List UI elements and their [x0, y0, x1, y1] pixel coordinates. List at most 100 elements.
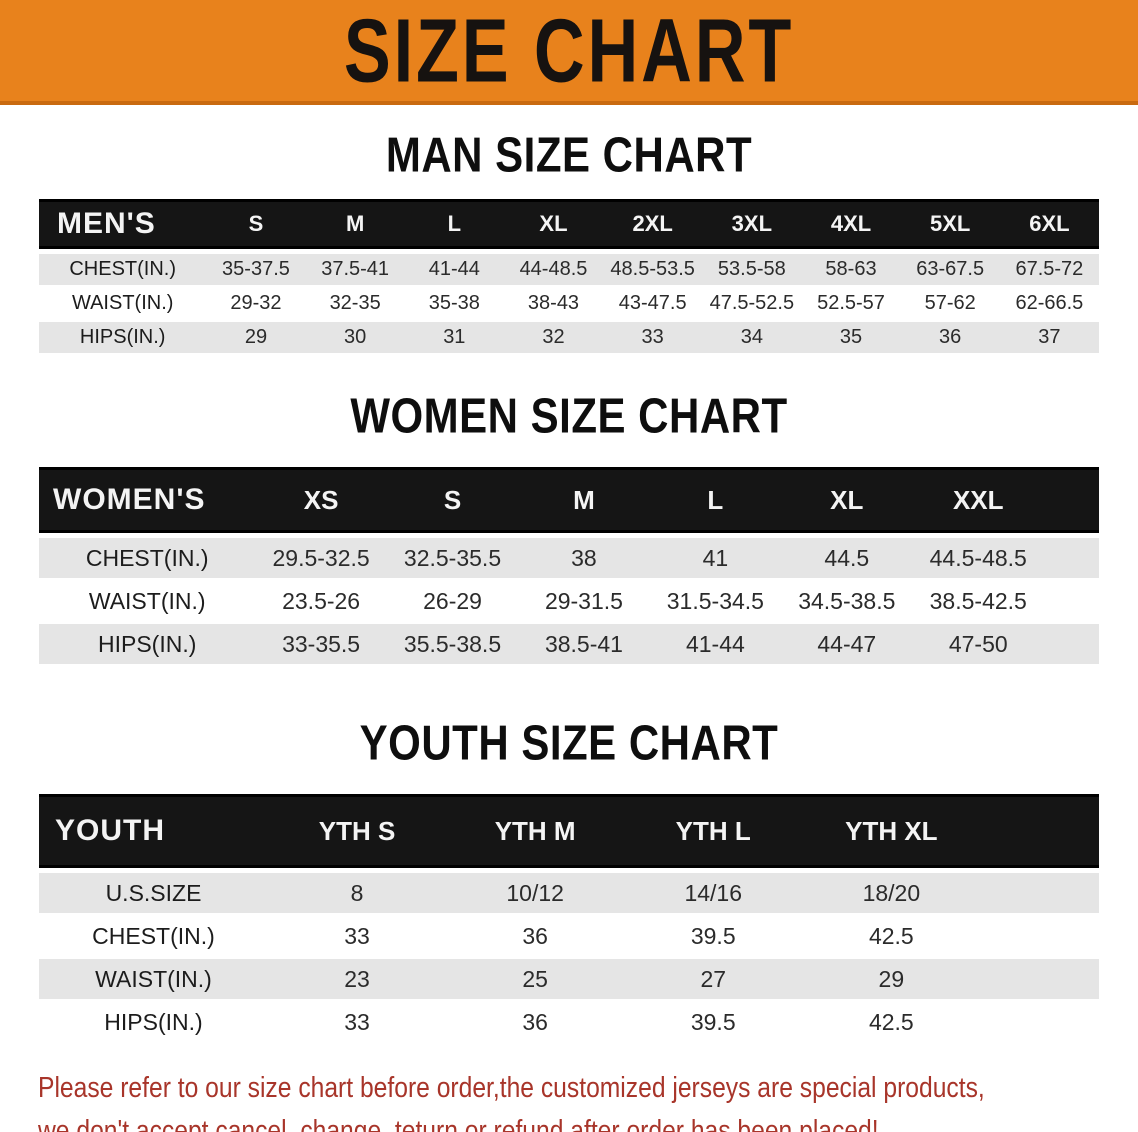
size-value-cell: 38-43 — [503, 288, 604, 322]
size-column-header: XXL — [912, 467, 1044, 533]
size-value-cell: 29-31.5 — [518, 581, 650, 624]
row-label: WAIST(IN.) — [39, 288, 207, 322]
spacer-cell — [980, 1002, 1099, 1045]
size-value-cell: 26-29 — [386, 581, 519, 624]
table-row: CHEST(IN.) 35-37.5 37.5-41 41-44 44-48.5 48.5… — [39, 249, 1099, 288]
size-column-header: L — [649, 467, 782, 533]
size-value-cell: 33 — [603, 322, 703, 356]
size-value-cell: 41-44 — [404, 249, 504, 288]
size-value-cell: 53.5-58 — [702, 249, 802, 288]
size-value-cell: 62-66.5 — [999, 288, 1099, 322]
size-value-cell: 36 — [446, 916, 625, 959]
size-value-cell: 10/12 — [446, 868, 625, 916]
size-value-cell: 32 — [503, 322, 604, 356]
size-value-cell: 31.5-34.5 — [649, 581, 782, 624]
size-column-header: 3XL — [702, 199, 802, 249]
size-value-cell: 41-44 — [649, 624, 782, 667]
spacer-cell — [1044, 581, 1099, 624]
size-column-header: L — [404, 199, 504, 249]
table-row: HIPS(IN.) 29 30 31 32 33 34 35 36 37 — [39, 322, 1099, 356]
size-value-cell: 35.5-38.5 — [386, 624, 519, 667]
table-row: WAIST(IN.) 23.5-26 26-29 29-31.5 31.5-34.5 34… — [39, 581, 1099, 624]
size-column-header: XL — [503, 199, 604, 249]
size-value-cell: 32.5-35.5 — [386, 533, 519, 581]
size-value-cell: 32-35 — [305, 288, 405, 322]
size-value-cell: 52.5-57 — [801, 288, 901, 322]
table-row: HIPS(IN.) 33-35.5 35.5-38.5 38.5-41 41-44 44-… — [39, 624, 1099, 667]
size-column-header: YTH S — [268, 794, 447, 868]
size-value-cell: 35 — [801, 322, 901, 356]
size-value-cell: 33-35.5 — [255, 624, 387, 667]
women-size-table: WOMEN'S XS S M L XL XXL CHEST(IN.) 29.5-32.5 32.5… — [39, 467, 1099, 667]
size-column-header: 6XL — [999, 199, 1099, 249]
table-corner-label: YOUTH — [39, 794, 268, 868]
size-value-cell: 34 — [702, 322, 802, 356]
size-value-cell: 33 — [268, 916, 447, 959]
size-value-cell: 44.5 — [781, 533, 913, 581]
size-value-cell: 37.5-41 — [305, 249, 405, 288]
size-value-cell: 29.5-32.5 — [255, 533, 387, 581]
youth-section-heading: YOUTH SIZE CHART — [359, 714, 779, 771]
size-column-header: 5XL — [900, 199, 1000, 249]
size-value-cell: 38 — [518, 533, 650, 581]
spacer-cell — [980, 959, 1099, 1002]
page-title: SIZE CHART — [343, 0, 795, 102]
disclaimer: Please refer to our size chart before or… — [38, 1067, 1138, 1132]
size-value-cell: 23.5-26 — [255, 581, 387, 624]
size-value-cell: 18/20 — [802, 868, 981, 916]
size-value-cell: 38.5-41 — [518, 624, 650, 667]
spacer-cell — [980, 916, 1099, 959]
size-column-header: M — [518, 467, 650, 533]
size-value-cell: 44-48.5 — [503, 249, 604, 288]
disclaimer-line-2: we don't accept cancel, change, teturn o… — [38, 1115, 879, 1132]
table-row: HIPS(IN.) 33 36 39.5 42.5 — [39, 1002, 1099, 1045]
size-value-cell: 41 — [649, 533, 782, 581]
row-label: CHEST(IN.) — [39, 533, 256, 581]
section-youth: YOUTH SIZE CHART YOUTH YTH S YTH M YTH L YTH… — [0, 715, 1138, 1045]
size-value-cell: 67.5-72 — [999, 249, 1099, 288]
disclaimer-line-1: Please refer to our size chart before or… — [38, 1072, 985, 1104]
men-section-heading: MAN SIZE CHART — [385, 126, 753, 183]
size-column-header: YTH L — [624, 794, 803, 868]
size-value-cell: 35-37.5 — [206, 249, 306, 288]
row-label: CHEST(IN.) — [39, 249, 207, 288]
size-value-cell: 34.5-38.5 — [781, 581, 913, 624]
spacer-cell — [1044, 533, 1099, 581]
size-value-cell: 44-47 — [781, 624, 913, 667]
size-column-header: YTH XL — [802, 794, 981, 868]
size-value-cell: 58-63 — [801, 249, 901, 288]
size-value-cell: 35-38 — [404, 288, 504, 322]
size-value-cell: 37 — [999, 322, 1099, 356]
size-column-header: M — [305, 199, 405, 249]
size-column-header: 4XL — [801, 199, 901, 249]
table-corner-label: WOMEN'S — [39, 467, 256, 533]
size-value-cell: 25 — [446, 959, 625, 1002]
size-value-cell: 38.5-42.5 — [912, 581, 1044, 624]
row-label: HIPS(IN.) — [39, 624, 256, 667]
size-value-cell: 30 — [305, 322, 405, 356]
size-column-header: XS — [255, 467, 387, 533]
row-label: CHEST(IN.) — [39, 916, 268, 959]
size-value-cell: 29 — [206, 322, 306, 356]
size-value-cell: 36 — [446, 1002, 625, 1045]
size-value-cell: 39.5 — [624, 916, 803, 959]
table-row: WAIST(IN.) 23 25 27 29 — [39, 959, 1099, 1002]
section-men: MAN SIZE CHART MEN'S S M L XL 2XL 3XL 4XL 5XL 6XL… — [0, 127, 1138, 356]
size-value-cell: 57-62 — [900, 288, 1000, 322]
size-value-cell: 47.5-52.5 — [702, 288, 802, 322]
size-value-cell: 63-67.5 — [900, 249, 1000, 288]
size-value-cell: 29 — [802, 959, 981, 1002]
size-column-header: 2XL — [603, 199, 703, 249]
size-value-cell: 36 — [900, 322, 1000, 356]
size-column-header: YTH M — [446, 794, 625, 868]
size-column-header: S — [386, 467, 519, 533]
size-value-cell: 43-47.5 — [603, 288, 703, 322]
size-value-cell: 14/16 — [624, 868, 803, 916]
size-value-cell: 31 — [404, 322, 504, 356]
table-corner-label: MEN'S — [39, 199, 207, 249]
row-label: WAIST(IN.) — [39, 959, 268, 1002]
table-row: CHEST(IN.) 33 36 39.5 42.5 — [39, 916, 1099, 959]
spacer-cell — [1044, 467, 1099, 533]
size-value-cell: 48.5-53.5 — [603, 249, 703, 288]
